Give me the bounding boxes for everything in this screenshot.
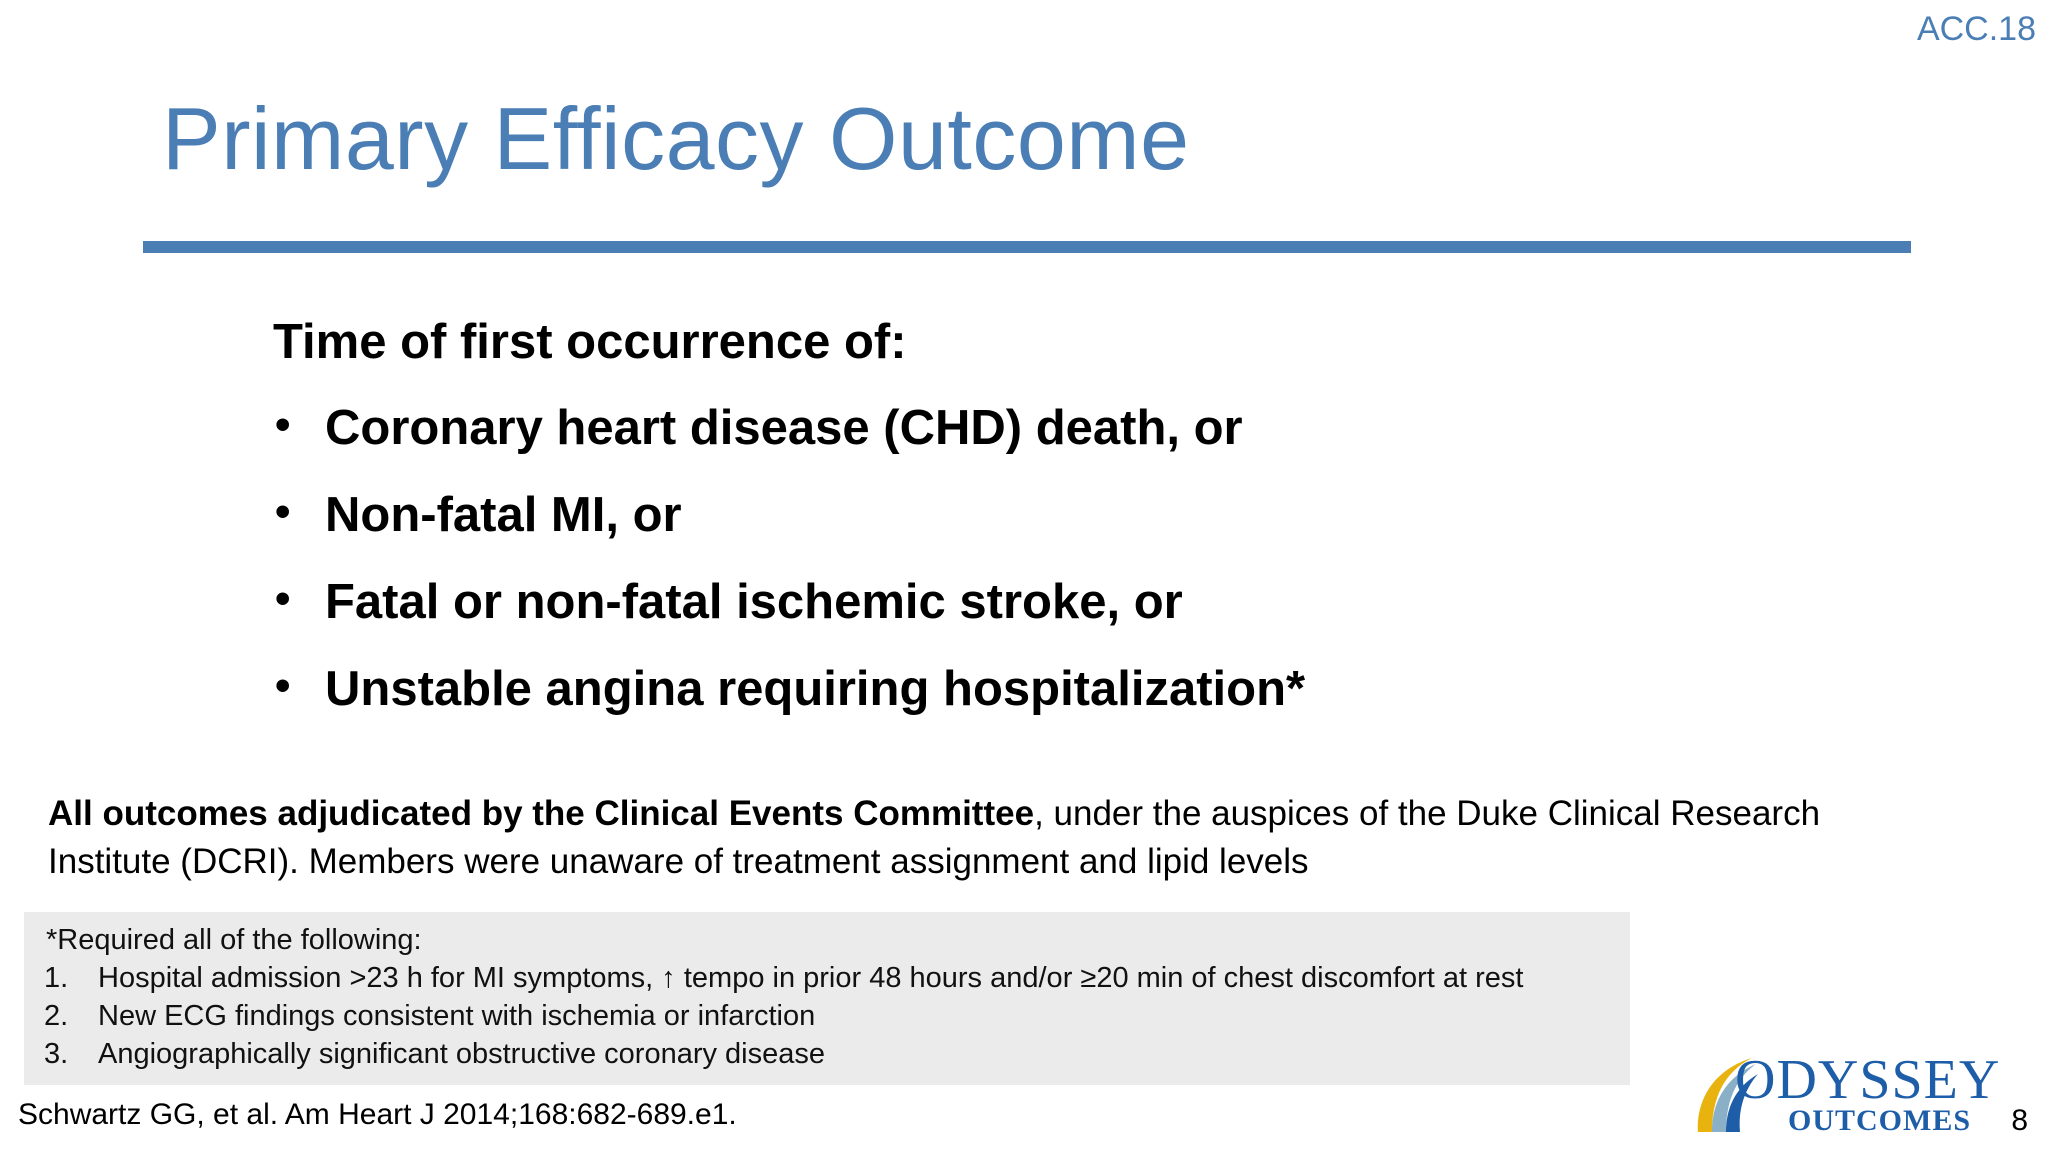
footnote-text: Angiographically significant obstructive… xyxy=(98,1038,825,1070)
outcome-item-text: Unstable angina requiring hospitalizatio… xyxy=(325,662,1306,716)
outcome-item-text: Fatal or non-fatal ischemic stroke, or xyxy=(325,575,1183,629)
adjudication-note-bold: All outcomes adjudicated by the Clinical… xyxy=(48,794,1035,833)
bullet-icon: • xyxy=(275,487,291,536)
conference-tag: ACC.18 xyxy=(1916,10,2036,48)
logo-text-odyssey: ODYSSEY xyxy=(1735,1049,2001,1111)
footnote-text: Hospital admission >23 h for MI symptoms… xyxy=(98,962,1524,994)
bullet-icon: • xyxy=(275,400,291,449)
outcome-list: • Coronary heart disease (CHD) death, or… xyxy=(273,400,1305,748)
outcome-item: • Fatal or non-fatal ischemic stroke, or xyxy=(273,574,1305,661)
footnote-heading: *Required all of the following: xyxy=(46,924,422,956)
outcome-item: • Non-fatal MI, or xyxy=(273,487,1305,574)
bullet-icon: • xyxy=(275,661,291,710)
outcome-item: • Unstable angina requiring hospitalizat… xyxy=(273,661,1305,748)
outcome-item-text: Coronary heart disease (CHD) death, or xyxy=(325,401,1243,455)
footnote-item: 3. Angiographically significant obstruct… xyxy=(44,1038,1523,1076)
footnote-box: *Required all of the following: 1. Hospi… xyxy=(24,912,1630,1085)
outcome-item-text: Non-fatal MI, or xyxy=(325,488,682,542)
odyssey-outcomes-logo: ODYSSEY OUTCOMES xyxy=(1690,1049,1999,1137)
outcome-lead-text: Time of first occurrence of: xyxy=(273,315,907,369)
footnote-item: 2. New ECG findings consistent with isch… xyxy=(44,1000,1523,1038)
footnote-number: 3. xyxy=(44,1038,69,1070)
footnote-number: 2. xyxy=(44,1000,69,1032)
adjudication-note-rest: , under the auspices of the Duke Clinica… xyxy=(48,794,1821,881)
citation: Schwartz GG, et al. Am Heart J 2014;168:… xyxy=(18,1098,737,1131)
swoosh-logo-icon xyxy=(1697,1058,1758,1132)
page-number: 8 xyxy=(2011,1104,2028,1137)
adjudication-note: All outcomes adjudicated by the Clinical… xyxy=(48,790,1928,886)
title-divider xyxy=(143,241,1911,253)
footnote-number: 1. xyxy=(44,962,69,994)
logo-text-outcomes: OUTCOMES xyxy=(1788,1104,1972,1137)
footnote-list: 1. Hospital admission >23 h for MI sympt… xyxy=(44,962,1523,1076)
footnote-text: New ECG findings consistent with ischemi… xyxy=(98,1000,816,1032)
bullet-icon: • xyxy=(275,574,291,623)
footnote-item: 1. Hospital admission >23 h for MI sympt… xyxy=(44,962,1523,1000)
outcome-item: • Coronary heart disease (CHD) death, or xyxy=(273,400,1305,487)
slide-title: Primary Efficacy Outcome xyxy=(162,89,1190,188)
